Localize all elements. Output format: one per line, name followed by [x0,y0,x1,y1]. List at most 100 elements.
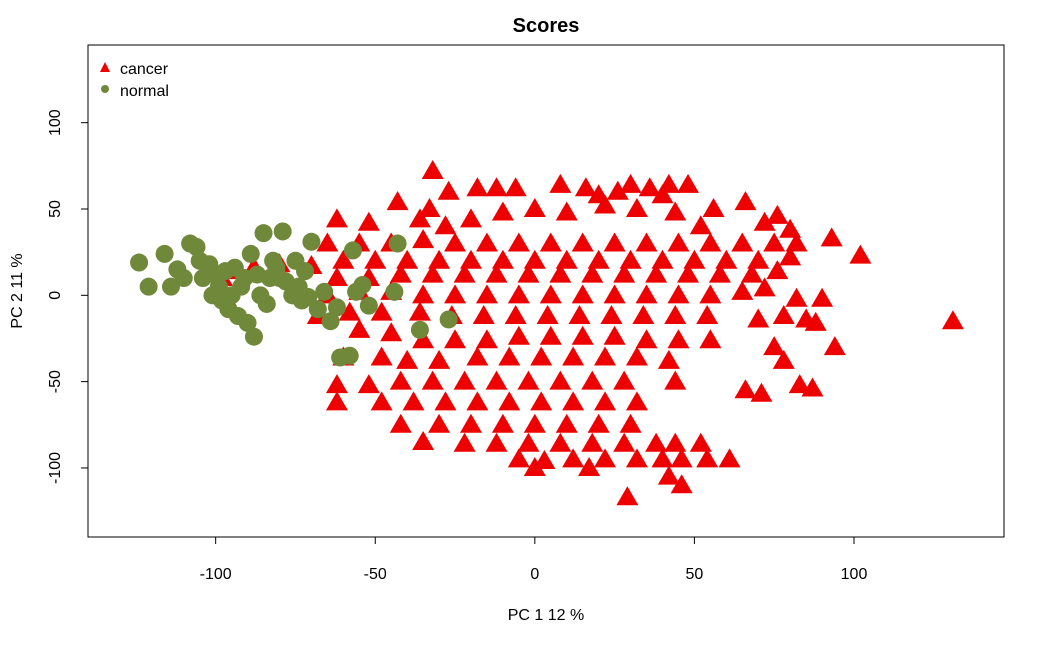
normal-point [315,282,334,301]
cancer-point [517,370,540,390]
x-tick-label: -50 [364,566,387,583]
cancer-point [370,346,393,366]
cancer-point [364,249,387,269]
cancer-point [555,413,578,433]
cancer-point [571,284,594,304]
cancer-point [625,391,648,411]
normal-point [343,241,362,260]
cancer-point [453,432,476,452]
cancer-point [408,301,431,321]
cancer-point [811,287,834,307]
cancer-point [555,249,578,269]
normal-point [388,234,407,253]
cancer-point [434,391,457,411]
cancer-point [523,413,546,433]
cancer-point [941,310,964,330]
cancer-point [603,325,626,345]
cancer-point [785,287,808,307]
cancer-point [664,432,687,452]
cancer-point [667,329,690,349]
cancer-point [766,260,789,280]
cancer-point [428,249,451,269]
cancer-point [664,305,687,325]
cancer-point [763,336,786,356]
cancer-point [568,305,591,325]
cancer-point [453,370,476,390]
legend-label-normal: normal [120,83,169,100]
cancer-point [779,218,802,238]
cancer-point [507,448,530,468]
normal-point [353,275,372,294]
cancer-point [619,173,642,193]
cancer-point [689,215,712,235]
cancer-point [453,263,476,283]
cancer-point [574,177,597,197]
cancer-point [485,263,508,283]
cancer-point [338,301,361,321]
cancer-point [421,370,444,390]
cancer-point [657,349,680,369]
cancer-point [325,391,348,411]
cancer-point [699,329,722,349]
cancer-point [849,244,872,264]
cancer-point [670,474,693,494]
normal-point [359,296,378,315]
legend-normal-circle-icon [101,85,109,93]
cancer-point [667,232,690,252]
cancer-point [389,263,412,283]
normal-point [155,244,174,263]
cancer-point [408,208,431,228]
cancer-point [562,448,585,468]
cancer-point [459,208,482,228]
normal-point [139,277,158,296]
cancer-point [734,191,757,211]
cancer-point [645,432,668,452]
normal-point [244,327,263,346]
cancer-point [444,329,467,349]
y-tick-label: 100 [47,109,64,136]
cancer-point [418,198,441,217]
cancer-point [421,263,444,283]
cancer-point [325,267,348,287]
cancer-point [670,448,693,468]
cancer-point [475,232,498,252]
normal-point [257,294,276,313]
cancer-point [753,277,776,297]
cancer-point [616,486,639,506]
normal-point [308,300,327,319]
cancer-point [603,232,626,252]
cancer-point [523,249,546,269]
cancer-point [683,249,706,269]
cancer-point [750,382,773,402]
cancer-point [396,249,419,269]
data-points [130,160,964,506]
cancer-point [475,329,498,349]
normal-point [209,277,228,296]
cancer-point [594,346,617,366]
normal-point [302,232,321,251]
y-tick-label: 0 [47,291,64,300]
cancer-point [466,391,489,411]
cancer-point [539,232,562,252]
cancer-point [498,391,521,411]
cancer-point [587,249,610,269]
cancer-point [753,211,776,231]
cancer-point [549,263,572,283]
x-tick-label: 50 [686,566,704,583]
cancer-point [763,232,786,252]
series-cancer [211,160,964,506]
cancer-point [772,349,795,369]
cancer-point [708,263,731,283]
cancer-point [549,173,572,193]
cancer-point [667,284,690,304]
cancer-point [517,263,540,283]
cancer-point [459,413,482,433]
cancer-point [571,325,594,345]
cancer-point [581,263,604,283]
cancer-point [645,263,668,283]
normal-point [296,262,315,281]
cancer-point [389,413,412,433]
cancer-point [689,432,712,452]
cancer-point [412,431,435,451]
cancer-point [638,177,661,197]
